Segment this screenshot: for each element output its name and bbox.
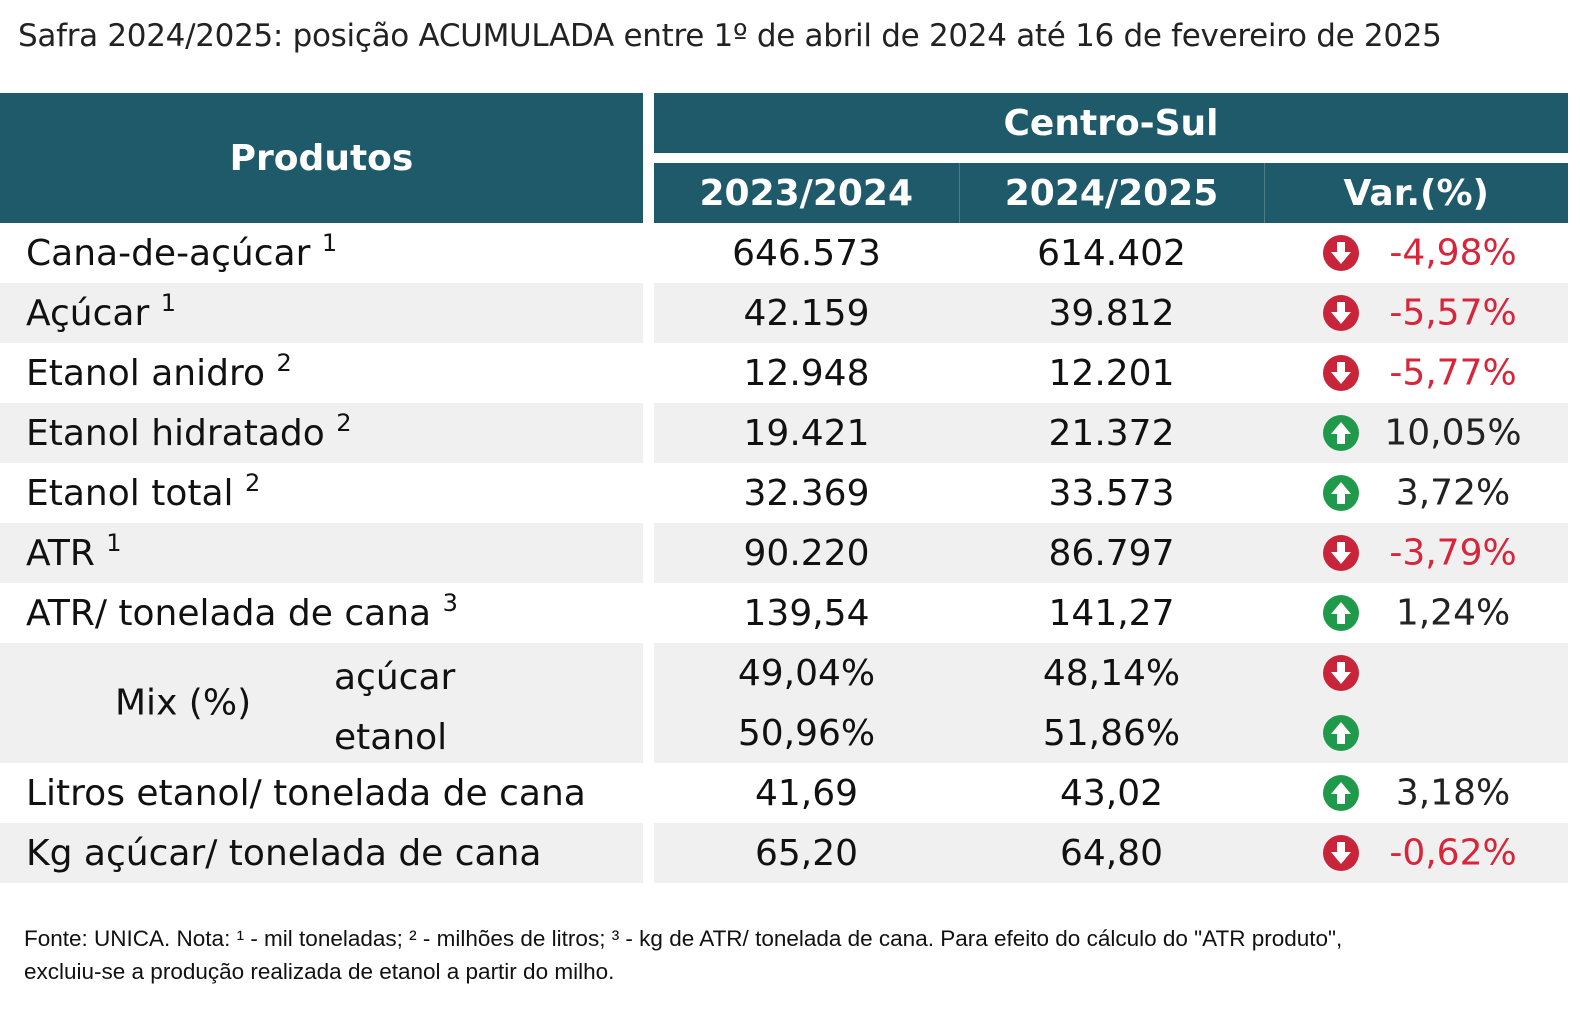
arrow-down-circle-icon: [1323, 355, 1359, 391]
footer-line-2: excluiu-se a produção realizada de etano…: [24, 959, 615, 984]
footnote-marker: 1: [106, 528, 122, 557]
header-var: Var.(%): [1264, 158, 1569, 223]
value-2023: 41,69: [754, 772, 859, 814]
footnote-marker: 2: [336, 408, 352, 437]
value-2023: 12.948: [743, 352, 870, 394]
mix-ethanol-label: etanol: [334, 717, 448, 758]
arrow-down-circle-icon: [1323, 295, 1359, 331]
arrow-down-circle-icon: [1323, 535, 1359, 571]
variation-value: -4,98%: [1389, 232, 1517, 274]
variation-cell: 3,72%: [1264, 463, 1568, 523]
value-2023: 65,20: [654, 823, 959, 883]
arrow-down-circle-icon: [1323, 835, 1359, 871]
value-2024: 39.812: [959, 283, 1264, 343]
footnote-marker: 3: [442, 588, 458, 617]
mix-label: Mix (%): [115, 682, 252, 724]
arrow-down-circle-icon: [1323, 655, 1359, 691]
variation-cell: -3,79%: [1264, 523, 1569, 583]
mix-row-sugar: Mix (%) açúcar etanol 49,04% 48,14%: [0, 643, 1569, 763]
header-products: Produtos: [0, 93, 643, 223]
value-2024: 614.402: [1037, 232, 1186, 274]
page-title: Safra 2024/2025: posição ACUMULADA entre…: [18, 18, 1442, 54]
row-label: Etanol hidratado 2: [0, 403, 643, 463]
value-2024: 43,02: [1059, 772, 1164, 814]
mix-cell: Mix (%) açúcar etanol: [0, 643, 643, 763]
value-2023: 646.573: [732, 232, 881, 274]
table-row: ATR/ tonelada de cana 3 139,54 141,27 1,24%: [0, 583, 1568, 643]
value-2024: 33.573: [1048, 472, 1175, 514]
variation-cell: -0,62%: [1264, 823, 1569, 883]
variation-cell: -5,57%: [1264, 283, 1569, 343]
footnote-marker: 2: [276, 348, 292, 377]
footnote-marker: 1: [160, 288, 176, 317]
variation-cell: [1264, 643, 1569, 703]
value-2023: 49,04%: [654, 643, 959, 703]
row-label: Litros etanol/ tonelada de cana: [26, 772, 586, 814]
arrow-up-circle-icon: [1323, 475, 1359, 511]
value-2023: 42.159: [654, 283, 959, 343]
table-row: Litros etanol/ tonelada de cana 41,69 43,0…: [0, 763, 1568, 823]
variation-value: 3,72%: [1395, 472, 1511, 514]
variation-value: 1,24%: [1395, 592, 1511, 634]
value-2023: 32.369: [743, 472, 870, 514]
value-2024: 141,27: [1048, 592, 1175, 634]
variation-value: -0,62%: [1389, 832, 1517, 874]
row-label: Açúcar 1: [0, 283, 643, 343]
row-label: Kg açúcar/ tonelada de cana: [0, 823, 643, 883]
arrow-up-circle-icon: [1323, 775, 1359, 811]
variation-cell: -4,98%: [1264, 223, 1568, 283]
value-2024: 48,14%: [959, 643, 1264, 703]
row-label: Cana-de-açúcar 1: [26, 228, 338, 274]
variation-cell: -5,77%: [1264, 343, 1568, 403]
footer-line-1: Fonte: UNICA. Nota: ¹ - mil toneladas; ²…: [24, 926, 1343, 951]
value-2023: 50,96%: [654, 703, 959, 763]
variation-cell: [1264, 703, 1569, 763]
value-2023: 90.220: [654, 523, 959, 583]
variation-value: -5,77%: [1389, 352, 1517, 394]
table-row: Kg açúcar/ tonelada de cana 65,20 64,80 -0,…: [0, 823, 1569, 883]
variation-value: 3,18%: [1395, 772, 1511, 814]
value-2023: 19.421: [654, 403, 959, 463]
table-row: Açúcar 1 42.159 39.812 -5,57%: [0, 283, 1569, 343]
arrow-up-circle-icon: [1323, 415, 1359, 451]
footnote-marker: 1: [321, 228, 338, 257]
footer-note: Fonte: UNICA. Nota: ¹ - mil toneladas; ²…: [24, 922, 1342, 988]
variation-cell: 1,24%: [1264, 583, 1568, 643]
arrow-up-circle-icon: [1323, 715, 1359, 751]
row-label: ATR 1: [0, 523, 643, 583]
row-label: Etanol anidro 2: [26, 348, 292, 394]
variation-value: -5,57%: [1389, 292, 1517, 334]
table-row: Cana-de-açúcar 1 646.573 614.402 -4,98%: [0, 223, 1568, 283]
variation-cell: 3,18%: [1264, 763, 1568, 823]
table-row: Etanol hidratado 2 19.421 21.372 10,05%: [0, 403, 1569, 463]
arrow-down-circle-icon: [1323, 235, 1359, 271]
row-label: ATR/ tonelada de cana 3: [26, 588, 458, 634]
table-row: Etanol total 2 32.369 33.573 3,72%: [0, 463, 1568, 523]
data-table: Produtos Centro-Sul 2023/2024 2024/2025 …: [0, 93, 1569, 883]
mix-row-ethanol: 50,96% 51,86%: [0, 703, 1569, 763]
arrow-up-circle-icon: [1323, 595, 1359, 631]
value-2023: 139,54: [743, 592, 870, 634]
value-2024: 86.797: [959, 523, 1264, 583]
table-row: Etanol anidro 2 12.948 12.201 -5,77%: [0, 343, 1568, 403]
value-2024: 64,80: [959, 823, 1264, 883]
header-region: Centro-Sul: [654, 93, 1569, 163]
value-2024: 51,86%: [959, 703, 1264, 763]
value-2024: 12.201: [1048, 352, 1175, 394]
row-label: Etanol total 2: [26, 468, 261, 514]
value-2024: 21.372: [959, 403, 1264, 463]
variation-cell: 10,05%: [1264, 403, 1569, 463]
mix-sugar-label: açúcar: [334, 657, 456, 698]
table-row: ATR 1 90.220 86.797 -3,79%: [0, 523, 1569, 583]
variation-value: -3,79%: [1389, 532, 1517, 574]
variation-value: 10,05%: [1384, 412, 1522, 454]
header-2023: 2023/2024: [654, 158, 960, 223]
footnote-marker: 2: [244, 468, 261, 497]
header-2024: 2024/2025: [959, 158, 1265, 223]
